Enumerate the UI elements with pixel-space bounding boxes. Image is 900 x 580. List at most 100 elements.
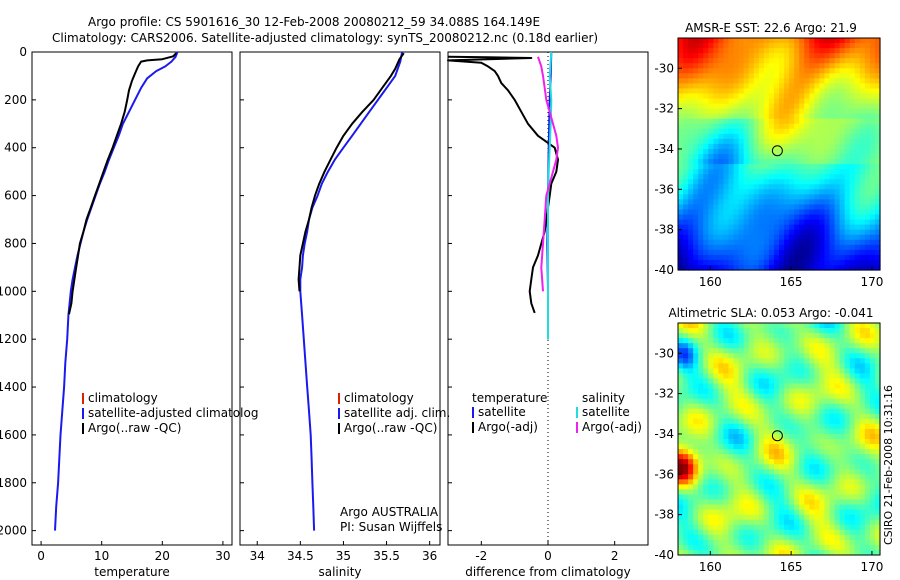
heatmap-cell xyxy=(779,363,785,369)
heatmap-cell xyxy=(794,249,800,256)
heatmap-cell xyxy=(738,204,745,211)
heatmap-cell xyxy=(804,234,810,241)
heatmap-cell xyxy=(733,244,740,251)
heatmap-cell xyxy=(779,159,785,165)
heatmap-cell xyxy=(698,383,704,390)
heatmap-cell xyxy=(738,128,745,135)
heatmap-cell xyxy=(708,368,714,375)
heatmap-cell xyxy=(859,123,866,130)
heatmap-cell xyxy=(683,93,689,100)
heatmap-cell xyxy=(839,408,846,415)
heatmap-cell xyxy=(859,219,866,226)
heatmap-cell xyxy=(683,58,689,64)
heatmap-cell xyxy=(763,413,770,420)
heatmap-cell xyxy=(784,174,790,180)
heatmap-cell xyxy=(733,138,740,145)
heatmap-cell xyxy=(779,249,785,256)
heatmap-cell xyxy=(688,58,694,64)
heatmap-cell xyxy=(809,413,815,420)
heatmap-cell xyxy=(819,88,826,95)
heatmap-cell xyxy=(708,264,714,271)
heatmap-cell xyxy=(738,398,745,405)
heatmap-cell xyxy=(688,519,694,526)
heatmap-cell xyxy=(773,418,780,425)
heatmap-cell xyxy=(773,98,780,105)
heatmap-cell xyxy=(789,264,795,271)
heatmap-cell xyxy=(799,73,805,79)
heatmap-cell xyxy=(708,199,714,206)
heatmap-cell xyxy=(874,403,881,410)
heatmap-cell xyxy=(753,464,760,470)
heatmap-cell xyxy=(829,333,836,339)
heatmap-cell xyxy=(834,494,841,501)
heatmap-cell xyxy=(859,353,866,359)
heatmap-cell xyxy=(814,73,820,79)
heatmap-cell xyxy=(678,428,684,435)
heatmap-cell xyxy=(874,133,881,140)
heatmap-cell xyxy=(819,244,826,251)
heatmap-cell xyxy=(844,73,851,79)
heatmap-cell xyxy=(693,204,699,211)
heatmap-cell xyxy=(738,83,745,90)
heatmap-cell xyxy=(809,63,815,69)
heatmap-cell xyxy=(794,224,800,231)
heatmap-cell xyxy=(718,378,725,385)
heatmap-cell xyxy=(693,418,699,425)
heatmap-cell xyxy=(799,413,805,420)
heatmap-cell xyxy=(809,519,815,526)
heatmap-cell xyxy=(713,239,719,246)
heatmap-cell xyxy=(713,378,719,385)
heatmap-cell xyxy=(839,128,846,135)
heatmap-cell xyxy=(819,403,826,410)
heatmap-cell xyxy=(693,184,699,190)
heatmap-cell xyxy=(748,353,755,359)
heatmap-cell xyxy=(723,358,730,364)
heatmap-cell xyxy=(794,138,800,145)
heatmap-cell xyxy=(819,464,826,470)
heatmap-cell xyxy=(779,449,785,455)
heatmap-cell xyxy=(773,368,780,375)
heatmap-cell xyxy=(869,328,876,334)
heatmap-cell xyxy=(859,338,866,344)
heatmap-cell xyxy=(829,358,836,364)
heatmap-cell xyxy=(839,423,846,430)
heatmap-cell xyxy=(738,93,745,100)
heatmap-cell xyxy=(758,549,765,556)
heatmap-cell xyxy=(794,333,800,339)
heatmap-cell xyxy=(738,214,745,221)
heatmap-cell xyxy=(693,484,699,491)
heatmap-cell xyxy=(849,194,856,200)
heatmap-cell xyxy=(733,83,740,90)
heatmap-cell xyxy=(839,219,846,226)
heatmap-cell xyxy=(824,68,831,74)
heatmap-cell xyxy=(723,529,730,536)
y-tick-label: 400 xyxy=(4,141,27,155)
heatmap-cell xyxy=(708,98,714,105)
heatmap-cell xyxy=(874,348,881,354)
heatmap-cell xyxy=(804,264,810,271)
heatmap-cell xyxy=(708,403,714,410)
heatmap-cell xyxy=(688,549,694,556)
heatmap-cell xyxy=(864,159,871,165)
heatmap-cell xyxy=(733,58,740,64)
heatmap-cell xyxy=(814,164,820,170)
heatmap-cell xyxy=(683,148,689,155)
heatmap-cell xyxy=(789,184,795,190)
heatmap-cell xyxy=(864,519,871,526)
heatmap-cell xyxy=(874,138,881,145)
heatmap-cell xyxy=(859,418,866,425)
heatmap-cell xyxy=(869,353,876,359)
heatmap-cell xyxy=(819,413,826,420)
heatmap-cell xyxy=(753,529,760,536)
heatmap-cell xyxy=(834,43,841,49)
x-tick-label: 10 xyxy=(94,549,109,563)
heatmap-cell xyxy=(763,154,770,160)
heatmap-cell xyxy=(834,504,841,511)
heatmap-cell xyxy=(784,484,790,491)
heatmap-cell xyxy=(804,58,810,64)
heatmap-cell xyxy=(859,534,866,541)
heatmap-cell xyxy=(718,489,725,496)
heatmap-cell xyxy=(683,113,689,120)
heatmap-cell xyxy=(718,433,725,440)
heatmap-cell xyxy=(814,189,820,195)
